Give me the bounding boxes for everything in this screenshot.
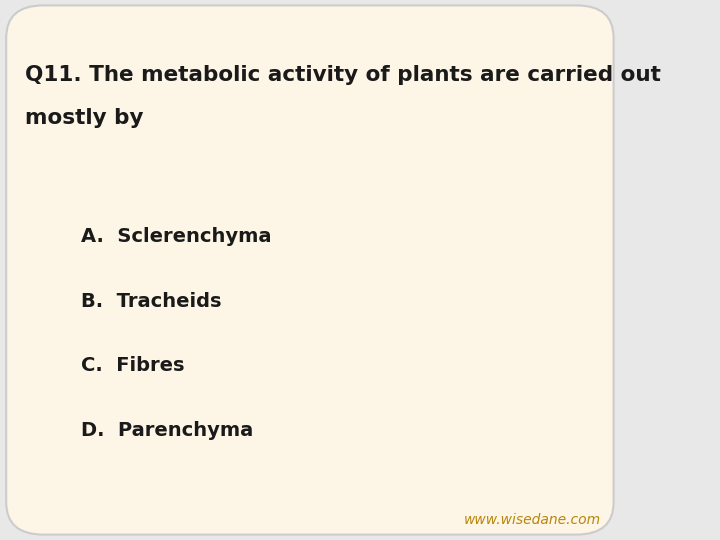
Text: A.  Sclerenchyma: A. Sclerenchyma [81,227,271,246]
Text: C.  Fibres: C. Fibres [81,356,184,375]
Text: D.  Parenchyma: D. Parenchyma [81,421,253,440]
FancyBboxPatch shape [6,5,613,535]
Text: www.wisedane.com: www.wisedane.com [464,512,601,526]
Text: mostly by: mostly by [24,108,143,128]
Text: Q11. The metabolic activity of plants are carried out: Q11. The metabolic activity of plants ar… [24,65,661,85]
Text: B.  Tracheids: B. Tracheids [81,292,221,310]
